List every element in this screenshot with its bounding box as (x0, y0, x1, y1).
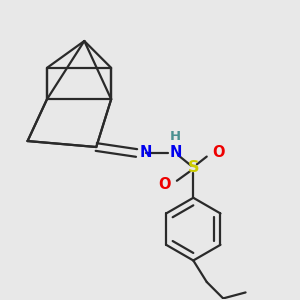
Text: O: O (158, 177, 171, 192)
Text: N: N (169, 146, 182, 160)
Text: O: O (213, 145, 225, 160)
Text: N: N (140, 146, 152, 160)
Text: H: H (170, 130, 181, 143)
Text: S: S (188, 160, 199, 175)
